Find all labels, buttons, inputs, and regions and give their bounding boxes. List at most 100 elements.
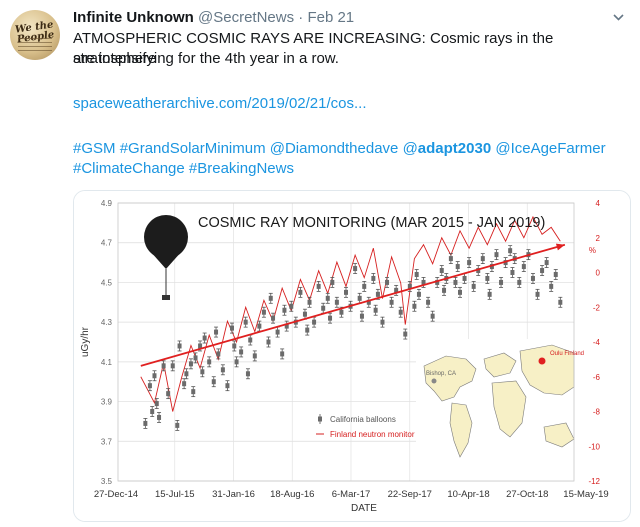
hashtag-line-1: #GSM #GrandSolarMinimum @Diamondthedave … — [73, 139, 628, 159]
x-tick-label: 31-Jan-16 — [212, 489, 255, 500]
data-point-balloon — [455, 261, 460, 272]
data-point-balloon — [398, 306, 403, 318]
y-axis-label: uGy/hr — [80, 326, 91, 357]
legend-item-balloons: California balloons — [318, 414, 396, 424]
data-point-balloon — [453, 277, 458, 288]
y2-unit-label: % — [589, 246, 596, 255]
data-point-balloon — [430, 310, 435, 322]
y2-tick-label: 2 — [596, 234, 601, 243]
y2-tick-label: 0 — [596, 269, 601, 278]
data-point-balloon — [268, 292, 273, 304]
series-line-finland-neutron — [140, 215, 561, 412]
data-point-balloon — [499, 277, 504, 288]
author-name[interactable]: Infinite Unknown — [73, 9, 194, 26]
legend-item-neutron: Finland neutron monitor — [316, 430, 415, 439]
data-point-balloon — [553, 269, 558, 280]
map-label-bishop: Bishop, CA — [426, 371, 456, 377]
data-point-balloon — [544, 257, 549, 268]
hashtag-climatechange[interactable]: #ClimateChange — [73, 160, 185, 177]
y-tick-label: 3.5 — [101, 477, 113, 486]
data-point-balloon — [328, 312, 333, 324]
y2-tick-label: -8 — [593, 408, 601, 417]
map-landmass — [483, 352, 517, 378]
tweet-media-image[interactable]: Oulu Finland Bishop, CA 3.5 3.7 3.9 4.1 4.3 4.… — [73, 190, 631, 522]
data-point-balloon — [150, 406, 155, 417]
data-point-balloon — [353, 263, 358, 274]
data-point-balloon — [371, 273, 376, 284]
hashtag-grandsolarminimum[interactable]: #GrandSolarMinimum — [119, 140, 266, 157]
mention-diamondthedave[interactable]: @Diamondthedave — [269, 140, 399, 157]
data-point-balloon — [143, 418, 148, 429]
data-point-balloon — [439, 265, 444, 276]
data-point-balloon — [366, 296, 371, 308]
y-tick-label: 4.5 — [101, 278, 113, 287]
data-point-balloon — [458, 286, 462, 298]
hashtag-line-2: #ClimateChange #BreakingNews — [73, 159, 628, 179]
data-point-balloon — [271, 312, 276, 324]
chart-title: COSMIC RAY MONITORING (MAR 2015 - JAN 20… — [198, 215, 545, 231]
data-point-balloon — [535, 288, 540, 300]
y2-tick-label: -12 — [588, 477, 600, 486]
world-map: Oulu Finland Bishop, CA — [416, 339, 584, 481]
data-point-balloon — [325, 292, 330, 304]
data-point-balloon — [414, 269, 419, 280]
data-point-balloon — [442, 284, 447, 296]
x-tick-label: 27-Oct-18 — [506, 489, 548, 500]
data-point-balloon — [284, 320, 289, 332]
tweet-text-line-2: are intensifying for the 4th year in a r… — [73, 50, 339, 67]
balloon-icon — [144, 215, 188, 300]
data-point-balloon — [234, 356, 239, 368]
data-point-balloon — [154, 398, 159, 409]
hashtag-gsm[interactable]: #GSM — [73, 140, 116, 157]
x-tick-label: 18-Aug-16 — [270, 489, 314, 500]
data-point-balloon — [380, 316, 385, 328]
tweet-date[interactable]: Feb 21 — [307, 9, 355, 26]
header-separator: · — [298, 9, 304, 26]
hashtag-breakingnews[interactable]: #BreakingNews — [188, 160, 294, 177]
data-point-balloon — [385, 277, 390, 288]
tweet-header: Infinite Unknown @SecretNews · Feb 21 — [73, 8, 354, 28]
avatar-document-lines — [18, 38, 52, 54]
mention-iceagefarmer[interactable]: @IceAgeFarmer — [495, 140, 606, 157]
x-axis-label: DATE — [351, 503, 377, 514]
data-point-balloon — [220, 364, 225, 376]
mention-adapt2030[interactable]: @adapt2030 — [402, 140, 492, 157]
bishop-marker — [431, 378, 437, 384]
data-point-balloon — [530, 273, 535, 284]
data-point-balloon — [193, 352, 198, 364]
data-point-balloon — [521, 261, 526, 272]
data-point-balloon — [540, 265, 545, 276]
data-point-balloon — [362, 281, 367, 292]
data-point-balloon — [316, 281, 321, 292]
y2-tick-label: -4 — [593, 338, 601, 347]
data-point-balloon — [517, 277, 522, 288]
data-point-balloon — [202, 332, 207, 344]
y-tick-label: 4.1 — [101, 358, 113, 367]
data-point-balloon — [157, 412, 162, 423]
y-tick-label: 4.7 — [101, 239, 113, 248]
x-tick-label: 10-Apr-18 — [447, 489, 489, 500]
data-point-balloon — [558, 296, 563, 308]
tweet-link[interactable]: spaceweatherarchive.com/2019/02/21/cos..… — [73, 95, 367, 112]
data-point-balloon — [225, 380, 230, 392]
data-point-balloon — [373, 304, 378, 316]
data-point-balloon — [280, 348, 285, 360]
data-point-balloon — [214, 326, 219, 338]
data-point-balloon — [412, 300, 417, 312]
data-point-balloon — [389, 296, 394, 308]
y2-tick-label: -10 — [588, 442, 600, 451]
data-point-balloon — [211, 376, 216, 388]
cosmic-ray-chart: Oulu Finland Bishop, CA 3.5 3.7 3.9 4.1 4.3 4.… — [74, 191, 630, 521]
tweet-text-line-1: ATMOSPHERIC COSMIC RAYS ARE INCREASING: … — [73, 30, 554, 67]
x-tick-label: 15-Jul-15 — [155, 489, 195, 500]
data-point-balloon — [266, 336, 271, 348]
data-point-balloon — [448, 253, 453, 264]
author-handle[interactable]: @SecretNews — [198, 9, 295, 26]
map-landmass — [543, 422, 575, 448]
y2-tick-label: -2 — [593, 303, 601, 312]
trend-arrowhead — [555, 243, 565, 251]
chevron-down-icon[interactable] — [613, 12, 624, 23]
x-tick-label: 27-Dec-14 — [94, 489, 138, 500]
avatar[interactable]: We the People — [10, 10, 60, 60]
data-point-balloon — [239, 346, 244, 358]
